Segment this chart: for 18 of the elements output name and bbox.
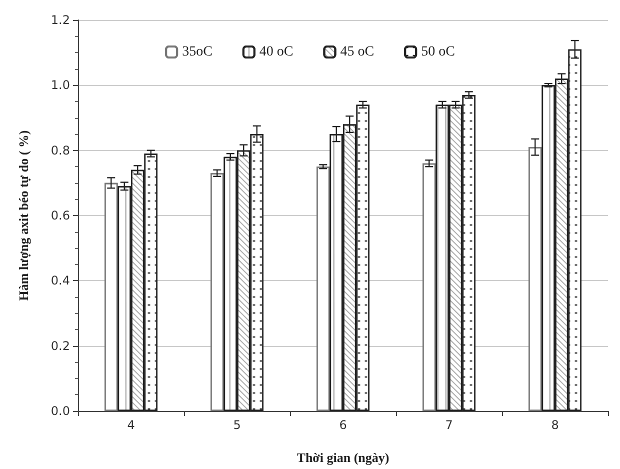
y-tick-label: 0.8 (50, 143, 70, 158)
x-tick-label: 8 (551, 418, 559, 432)
y-tick-label: 0.4 (50, 274, 70, 288)
y-tick-label: 0.6 (50, 208, 70, 222)
legend-label: 40 oC (259, 44, 294, 60)
x-tick-label: 7 (445, 418, 453, 432)
legend-label: 50 oC (421, 44, 455, 60)
x-axis-title: Thời gian (ngày) (296, 450, 390, 465)
y-tick-label: 0.2 (50, 338, 70, 353)
y-axis-title: Hàm lượng axit béo tự do ( %) (16, 130, 31, 301)
legend-label: 45 oC (340, 44, 374, 60)
x-tick-label: 4 (127, 418, 135, 432)
x-tick-label: 5 (233, 418, 241, 432)
x-tick-label: 6 (339, 418, 347, 432)
legend-label: 35oC (182, 44, 212, 60)
y-tick-label: 0.0 (50, 404, 70, 418)
y-tick-label: 1.2 (50, 13, 70, 27)
y-tick-label: 1.0 (50, 78, 70, 92)
